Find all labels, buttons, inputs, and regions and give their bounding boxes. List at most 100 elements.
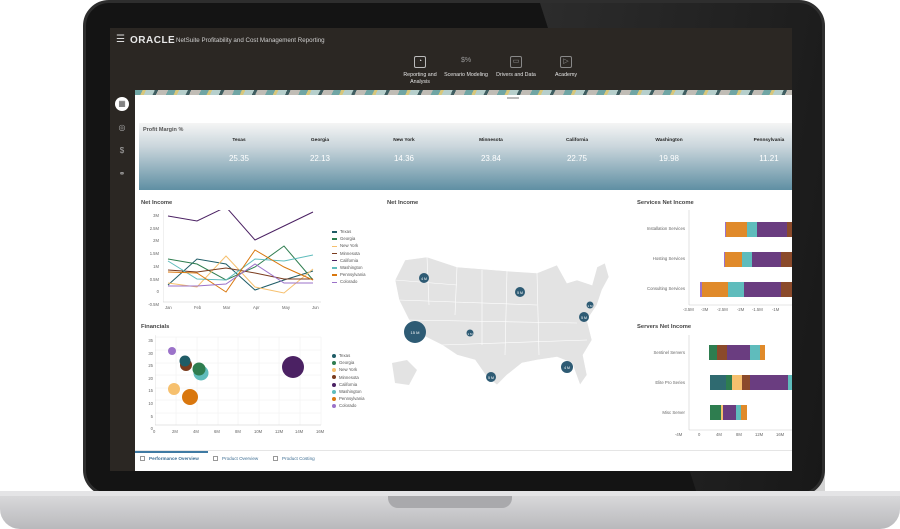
- bar-label: Sentinel Servers: [653, 350, 685, 355]
- bar-label: Installation Services: [646, 226, 685, 231]
- us-map[interactable]: 4 M 5 M 1 M 5 M 15 M 1 M 4 M 5 M: [387, 245, 612, 405]
- hierarchy-icon[interactable]: ⚭: [118, 169, 126, 178]
- scenario-icon: $%: [460, 57, 472, 64]
- kpi-pennsylvania: Pennsylvania 11.21: [739, 138, 792, 163]
- drag-handle[interactable]: [507, 97, 519, 99]
- legend-item[interactable]: California: [332, 381, 365, 388]
- net-income-line-title: Net Income: [141, 200, 173, 206]
- laptop-base-top: [0, 491, 900, 499]
- line-legend: Texas Georgia New York Minnesota Califor…: [332, 228, 366, 286]
- kpi-california: California 22.75: [547, 138, 607, 163]
- line-y-axis: 3M 2.5M 2M 1.5M 1M 0.5M 0 -0.5M: [148, 213, 159, 307]
- coins-icon[interactable]: ◎: [118, 123, 126, 132]
- svg-text:4 M: 4 M: [564, 366, 570, 370]
- tab-performance-overview[interactable]: Performance Overview: [140, 456, 199, 462]
- svg-text:5 M: 5 M: [488, 376, 494, 380]
- sidebar: ▦ ◎ $ ⚭: [110, 90, 135, 471]
- nav-label: Drivers and Data: [496, 72, 536, 78]
- bar-label: Consulting Services: [647, 286, 685, 291]
- tab-label: Product Costing: [282, 456, 315, 461]
- nav-academy[interactable]: ▷ Academy: [541, 56, 591, 79]
- kpi-name: Georgia: [310, 138, 330, 143]
- kpi-value: 22.75: [566, 154, 588, 163]
- tab-label: Product Overview: [222, 456, 259, 461]
- legend-item[interactable]: New York: [332, 366, 365, 373]
- kpi-name: Texas: [232, 138, 246, 143]
- legend-item[interactable]: Colorado: [332, 278, 366, 285]
- main-nav: ◔ Reporting and Analysis $% Scenario Mod…: [395, 56, 595, 92]
- bubble-y-axis: 35 30 25 20 15 10 5 0: [148, 338, 153, 432]
- services-title: Services Net Income: [637, 200, 694, 206]
- legend-item[interactable]: Colorado: [332, 402, 365, 409]
- kpi-georgia: Georgia 22.13: [290, 138, 350, 163]
- net-income-line-chart[interactable]: [163, 210, 323, 310]
- dollar-icon[interactable]: $: [119, 146, 125, 155]
- legend-item[interactable]: Washington: [332, 264, 366, 271]
- kpi-texas: Texas 25.35: [209, 138, 269, 163]
- legend-item[interactable]: Georgia: [332, 235, 366, 242]
- financials-title: Financials: [141, 324, 170, 330]
- bar-label: Hosting Services: [652, 256, 685, 261]
- net-income-map-title: Net Income: [387, 200, 419, 206]
- tab-product-overview[interactable]: Product Overview: [213, 456, 259, 462]
- kpi-new-york: New York 14.36: [374, 138, 434, 163]
- legend-item[interactable]: Pennsylvania: [332, 395, 365, 402]
- legend-item[interactable]: Washington: [332, 388, 365, 395]
- active-tab-indicator: [135, 451, 208, 453]
- nav-reporting-and-analysis[interactable]: ◔ Reporting and Analysis: [395, 56, 445, 85]
- nav-scenario-modeling[interactable]: $% Scenario Modeling: [441, 56, 491, 79]
- legend-item[interactable]: Georgia: [332, 359, 365, 366]
- kpi-value: 11.21: [759, 154, 779, 163]
- tab-label: Performance Overview: [149, 456, 199, 461]
- dashboard-tab-icon: [273, 456, 278, 462]
- svg-text:1 M: 1 M: [587, 304, 593, 308]
- profit-margin-panel: Profit Margin % Texas 25.35 Georgia 22.13 …: [139, 123, 792, 190]
- svg-text:4 M: 4 M: [421, 277, 427, 281]
- svg-text:5 M: 5 M: [517, 291, 523, 295]
- kpi-name: Minnesota: [479, 138, 503, 143]
- nav-label: Scenario Modeling: [444, 72, 488, 78]
- bar-label: Elite Pro Series: [655, 380, 685, 385]
- svg-text:1 M: 1 M: [467, 332, 473, 336]
- video-icon: ▷: [560, 56, 572, 68]
- tab-product-costing[interactable]: Product Costing: [273, 456, 315, 462]
- financials-bubble-chart[interactable]: [155, 335, 325, 427]
- dashboard-tab-icon: [140, 456, 145, 462]
- legend-item[interactable]: New York: [332, 242, 366, 249]
- svg-text:15 M: 15 M: [411, 330, 420, 335]
- truck-icon: ▭: [510, 56, 522, 68]
- kpi-value: 23.84: [480, 154, 502, 163]
- bar-label: Misc Server: [662, 410, 685, 415]
- nav-label: Academy: [554, 72, 578, 78]
- kpi-value: 14.36: [393, 154, 415, 163]
- oracle-logo: ORACLE: [130, 35, 176, 46]
- kpi-name: California: [565, 138, 589, 143]
- legend-item[interactable]: California: [332, 257, 366, 264]
- svg-text:5 M: 5 M: [581, 316, 587, 320]
- servers-title: Servers Net Income: [637, 324, 692, 330]
- legend-item[interactable]: Texas: [332, 228, 366, 235]
- dashboard-tabs: Performance Overview Product Overview Pr…: [135, 450, 792, 471]
- report-icon: ◔: [414, 56, 426, 68]
- services-bar-chart[interactable]: [688, 210, 792, 310]
- servers-bar-chart[interactable]: [688, 335, 792, 435]
- kpi-minnesota: Minnesota 23.84: [461, 138, 521, 163]
- nav-drivers-and-data[interactable]: ▭ Drivers and Data: [491, 56, 541, 79]
- app-screen: ☰ ORACLE NetSuite Profitability and Cost…: [110, 28, 792, 471]
- legend-item[interactable]: Texas: [332, 352, 365, 359]
- legend-item[interactable]: Pennsylvania: [332, 271, 366, 278]
- kpi-washington: Washington 19.98: [639, 138, 699, 163]
- dashboard-icon[interactable]: ▦: [115, 97, 129, 111]
- hamburger-menu-icon[interactable]: ☰: [116, 34, 125, 45]
- kpi-name: New York: [393, 138, 415, 143]
- dashboard-content: Profit Margin % Texas 25.35 Georgia 22.13 …: [135, 95, 792, 471]
- legend-item[interactable]: Minnesota: [332, 250, 366, 257]
- nav-label: Reporting and Analysis: [403, 72, 437, 85]
- kpi-title: Profit Margin %: [143, 127, 184, 133]
- kpi-name: Washington: [655, 138, 683, 143]
- bubble-legend: Texas Georgia New York Minnesota Califor…: [332, 352, 365, 410]
- legend-item[interactable]: Minnesota: [332, 374, 365, 381]
- kpi-value: 22.13: [309, 154, 331, 163]
- app-title: NetSuite Profitability and Cost Manageme…: [176, 37, 325, 44]
